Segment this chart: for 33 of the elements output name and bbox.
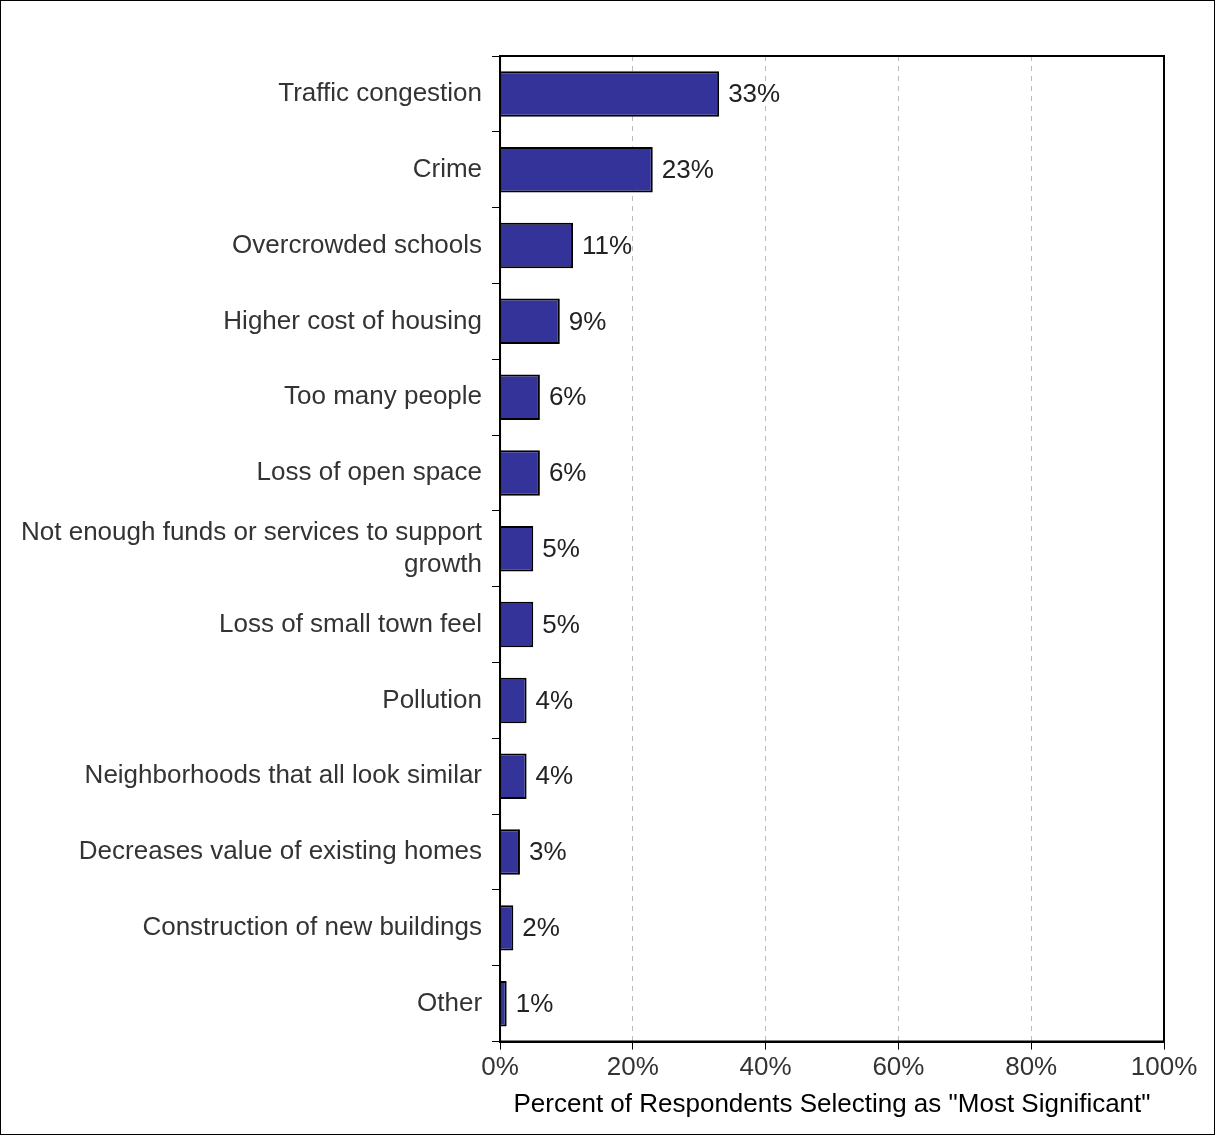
y-tick-label: Construction of new buildings bbox=[142, 911, 483, 942]
x-axis-title: Percent of Respondents Selecting as "Most Significant" bbox=[513, 1087, 1151, 1118]
data-label: 11% bbox=[582, 229, 633, 260]
y-tick-label: Decreases value of existing homes bbox=[78, 835, 483, 866]
data-label: 5% bbox=[542, 608, 580, 639]
y-tick-label: Higher cost of housing bbox=[223, 304, 483, 335]
data-label: 4% bbox=[535, 760, 574, 791]
x-tick-label: 100% bbox=[1130, 1051, 1198, 1082]
data-label: 2% bbox=[522, 912, 560, 943]
y-tick-label: Too many people bbox=[284, 380, 483, 411]
data-label: 1% bbox=[515, 987, 554, 1018]
x-tick-label: 80% bbox=[1005, 1051, 1058, 1082]
data-label: 6% bbox=[548, 381, 587, 412]
y-tick-label: Crime bbox=[412, 152, 483, 183]
y-tick-label: Traffic congestion bbox=[278, 77, 483, 108]
y-tick-label: Other bbox=[417, 986, 483, 1017]
x-tick-label: 60% bbox=[872, 1051, 925, 1082]
y-tick-label: Overcrowded schools bbox=[232, 228, 483, 259]
data-label: 3% bbox=[528, 836, 567, 867]
data-label: 33% bbox=[728, 78, 781, 109]
x-tick-label: 0% bbox=[481, 1051, 519, 1082]
y-tick-label: Not enough funds or services to support growth bbox=[21, 516, 483, 578]
x-tick-label: 40% bbox=[739, 1051, 792, 1082]
y-tick-label: Loss of open space bbox=[256, 456, 483, 487]
data-label: 23% bbox=[661, 153, 714, 184]
data-label: 4% bbox=[535, 684, 574, 715]
y-tick-label: Loss of small town feel bbox=[219, 607, 483, 638]
data-label: 9% bbox=[568, 305, 607, 336]
x-tick-label: 20% bbox=[606, 1051, 659, 1082]
data-label: 5% bbox=[542, 532, 580, 563]
y-tick-label: Pollution bbox=[382, 683, 483, 714]
y-tick-label: Neighborhoods that all look similar bbox=[84, 759, 483, 790]
data-label: 6% bbox=[548, 457, 587, 488]
